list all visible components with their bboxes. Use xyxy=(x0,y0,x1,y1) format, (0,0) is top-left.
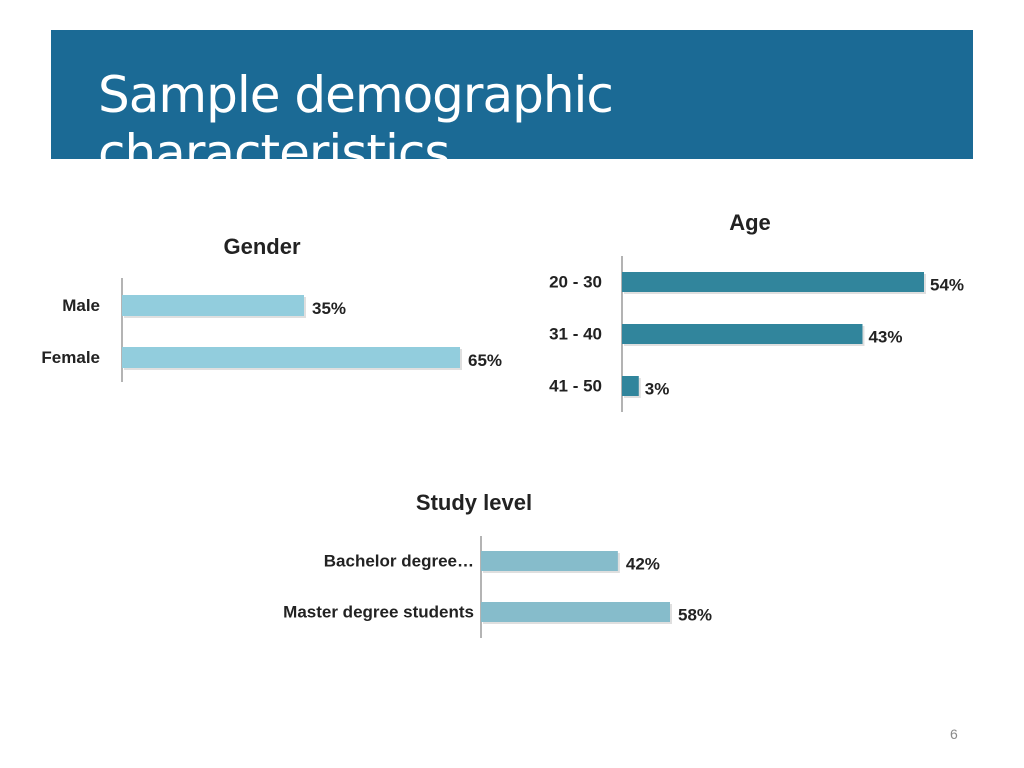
study-category-label: Bachelor degree… xyxy=(324,551,474,570)
study-value-label: 58% xyxy=(678,605,712,624)
age-category-label: 20 - 30 xyxy=(549,272,602,291)
gender-value-label: 65% xyxy=(468,351,502,370)
study-bar xyxy=(481,551,618,571)
age-bar xyxy=(622,324,863,344)
study-value-label: 42% xyxy=(626,554,660,573)
slide-header: Sample demographic characteristics xyxy=(51,30,973,182)
gender-category-label: Male xyxy=(62,296,100,315)
study-category-label: Master degree students xyxy=(283,602,474,621)
study-chart-title: Study level xyxy=(416,490,532,515)
gender-bar xyxy=(122,347,460,368)
gender-bar xyxy=(122,295,304,316)
page-number: 6 xyxy=(950,726,958,742)
gender-value-label: 35% xyxy=(312,299,346,318)
age-value-label: 43% xyxy=(868,327,902,346)
gender-chart-title: Gender xyxy=(223,234,300,259)
study-bar xyxy=(481,602,670,622)
slide-title: Sample demographic characteristics xyxy=(98,66,614,182)
age-value-label: 54% xyxy=(930,275,964,294)
age-bar xyxy=(622,376,639,396)
age-chart-title: Age xyxy=(729,210,771,235)
age-category-label: 31 - 40 xyxy=(549,324,602,343)
age-category-label: 41 - 50 xyxy=(549,376,602,395)
age-value-label: 3% xyxy=(645,379,670,398)
gender-category-label: Female xyxy=(41,348,100,367)
age-bar xyxy=(622,272,924,292)
